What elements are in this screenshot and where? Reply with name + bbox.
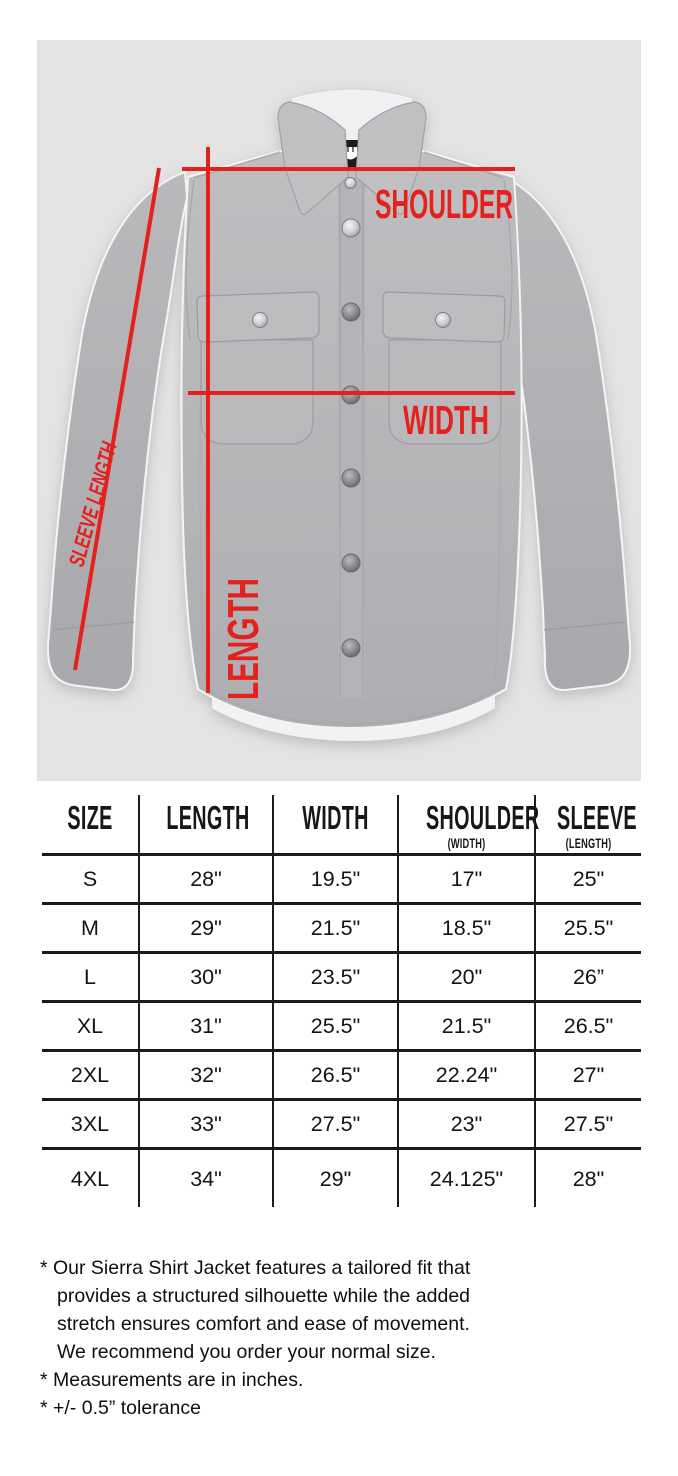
value-cell: 27.5" <box>534 1101 641 1147</box>
value-cell: 21.5" <box>397 1003 534 1049</box>
shirt-collar <box>277 88 427 215</box>
width-label: WIDTH <box>403 397 489 443</box>
value-cell: 33" <box>138 1101 272 1147</box>
column-header-shoulder: SHOULDER (WIDTH) <box>397 795 540 853</box>
value-cell: 26.5" <box>272 1052 397 1098</box>
value-cell: 23" <box>397 1101 534 1147</box>
footnote-line: * +/- 0.5” tolerance <box>40 1397 201 1419</box>
shirt-left-pocket <box>196 291 320 445</box>
length-label: LENGTH <box>219 578 268 700</box>
value-cell: 27.5" <box>272 1101 397 1147</box>
footnote-line: * Measurements are in inches. <box>40 1369 304 1391</box>
table-row-4xl: 4XL 34" 29" 24.125" 28" <box>42 1147 641 1207</box>
value-cell: 32" <box>138 1052 272 1098</box>
value-cell: 25" <box>534 856 641 902</box>
column-header-sleeve: SLEEVE (LENGTH) <box>534 795 641 853</box>
value-cell: 25.5" <box>534 905 641 951</box>
value-cell: 27" <box>534 1052 641 1098</box>
footnote-line: stretch ensures comfort and ease of move… <box>57 1313 470 1335</box>
size-cell: 3XL <box>70 1112 110 1136</box>
value-cell: 21.5" <box>272 905 397 951</box>
size-cell: 4XL <box>70 1166 110 1191</box>
size-cell: XL <box>76 1014 104 1038</box>
footnote-line: provides a structured silhouette while t… <box>57 1285 471 1307</box>
collar-snap <box>344 177 357 189</box>
value-cell: 22.24" <box>397 1052 534 1098</box>
value-cell: 18.5" <box>397 905 534 951</box>
value-cell: 25.5" <box>272 1003 397 1049</box>
shoulder-label: SHOULDER <box>375 181 513 227</box>
column-header-label: SHOULDER <box>426 799 540 836</box>
shirt-placket <box>338 178 365 698</box>
footnote-line: * Our Sierra Shirt Jacket features a tai… <box>40 1257 471 1279</box>
shirt-inner-hem <box>212 675 495 741</box>
column-header-sublabel: (WIDTH) <box>447 835 486 851</box>
size-chart-table: SIZE LENGTH WIDTH SHOULDER (WIDTH) SLEEVE (LEN… <box>42 795 641 1207</box>
shirt-measurement-diagram: SHOULDER WIDTH LENGTH SLEEVE LENGTH <box>37 40 641 781</box>
value-cell: 28" <box>138 856 272 902</box>
value-cell: 26.5" <box>534 1003 641 1049</box>
value-cell: 24.125" <box>397 1150 534 1207</box>
size-cell: 2XL <box>70 1063 110 1087</box>
column-header-length: LENGTH <box>138 795 272 853</box>
value-cell: 17" <box>397 856 534 902</box>
footnotes: * Our Sierra Shirt Jacket features a tai… <box>40 1254 600 1422</box>
table-row-xl: XL 31" 25.5" 21.5" 26.5" <box>42 1000 641 1049</box>
product-photo: SHOULDER WIDTH LENGTH SLEEVE LENGTH <box>37 40 641 781</box>
table-row-3xl: 3XL 33" 27.5" 23" 27.5" <box>42 1098 641 1147</box>
column-header-sublabel: (LENGTH) <box>565 835 612 851</box>
size-chart-header-row: SIZE LENGTH WIDTH SHOULDER (WIDTH) SLEEVE (LEN… <box>42 795 641 853</box>
shirt-left-sleeve <box>46 170 189 692</box>
value-cell: 34" <box>138 1150 272 1207</box>
measurement-lines <box>73 147 515 693</box>
size-cell: L <box>84 965 96 989</box>
size-cell: M <box>81 916 99 940</box>
value-cell: 20" <box>397 954 534 1000</box>
value-cell: 28" <box>534 1150 641 1207</box>
value-cell: 19.5" <box>272 856 397 902</box>
value-cell: 30" <box>138 954 272 1000</box>
shirt-graphic <box>46 88 632 741</box>
size-cell: S <box>82 867 98 891</box>
sleeve-measure-line <box>73 167 161 671</box>
table-row-m: M 29" 21.5" 18.5" 25.5" <box>42 902 641 951</box>
value-cell: 31" <box>138 1003 272 1049</box>
size-chart-body: S 28" 19.5" 17" 25" M 29" 21.5" 18.5" 25.5" L 30" 23… <box>42 853 641 1207</box>
footnote-line: We recommend you order your normal size. <box>57 1341 436 1363</box>
value-cell: 26” <box>534 954 641 1000</box>
column-header-label: SLEEVE <box>557 799 637 836</box>
column-header-width: WIDTH <box>272 795 397 853</box>
column-header-label: WIDTH <box>302 799 369 836</box>
column-header-label: LENGTH <box>166 799 250 836</box>
value-cell: 29" <box>272 1150 397 1207</box>
value-cell: 29" <box>138 905 272 951</box>
column-header-label: SIZE <box>67 799 113 836</box>
table-row-l: L 30" 23.5" 20" 26” <box>42 951 641 1000</box>
table-row-2xl: 2XL 32" 26.5" 22.24" 27" <box>42 1049 641 1098</box>
column-header-size: SIZE <box>42 795 138 853</box>
table-row-s: S 28" 19.5" 17" 25" <box>42 853 641 902</box>
value-cell: 23.5" <box>272 954 397 1000</box>
